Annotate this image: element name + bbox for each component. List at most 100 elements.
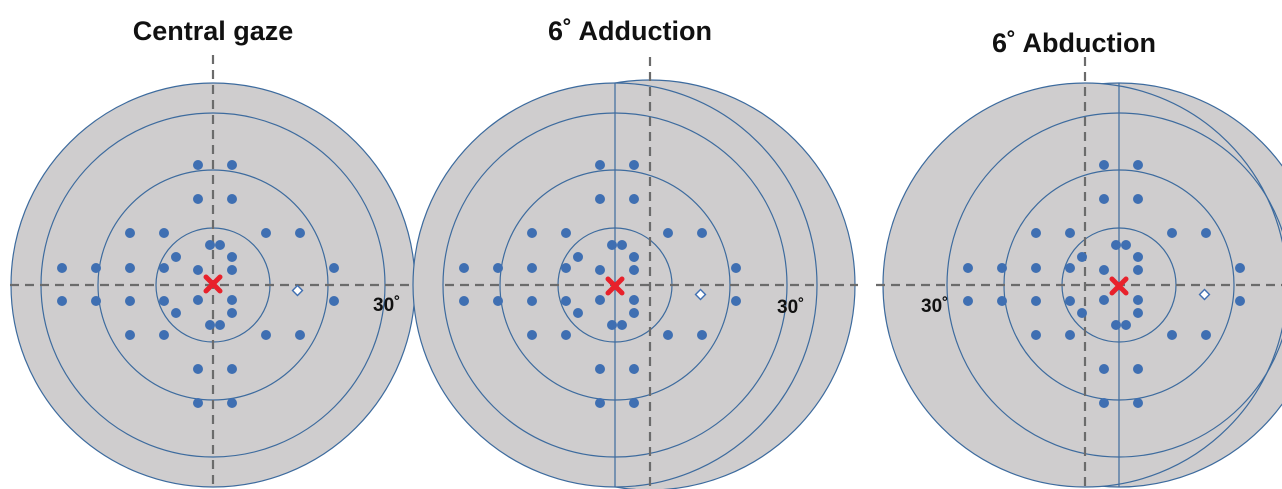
test-point — [57, 296, 67, 306]
test-point — [1031, 228, 1041, 238]
test-point — [1121, 240, 1131, 250]
test-point — [1099, 364, 1109, 374]
test-point — [493, 296, 503, 306]
test-point — [561, 330, 571, 340]
test-point — [595, 398, 605, 408]
test-point — [1235, 296, 1245, 306]
test-point — [561, 228, 571, 238]
fixation-icon — [203, 274, 223, 294]
test-point — [663, 228, 673, 238]
test-point — [731, 263, 741, 273]
test-point — [1121, 320, 1131, 330]
test-point — [629, 160, 639, 170]
test-points — [459, 160, 741, 408]
test-point — [159, 330, 169, 340]
test-point — [193, 194, 203, 204]
test-point — [1133, 364, 1143, 374]
panel-title: 6˚ Adduction — [548, 16, 712, 46]
test-point — [1077, 308, 1087, 318]
test-point — [205, 320, 215, 330]
eccentricity-label: 30˚ — [373, 295, 400, 316]
test-point — [527, 263, 537, 273]
test-points — [57, 160, 339, 408]
test-point — [1031, 330, 1041, 340]
test-point — [527, 296, 537, 306]
test-point — [205, 240, 215, 250]
test-point — [1077, 252, 1087, 262]
test-point — [125, 228, 135, 238]
test-point — [1099, 194, 1109, 204]
test-point — [227, 252, 237, 262]
test-points — [963, 160, 1245, 408]
test-point — [629, 194, 639, 204]
test-point — [607, 240, 617, 250]
test-point — [159, 228, 169, 238]
test-point — [1167, 330, 1177, 340]
test-point — [1133, 398, 1143, 408]
test-point — [1031, 263, 1041, 273]
eccentricity-label: 30˚ — [777, 297, 804, 318]
test-point — [295, 330, 305, 340]
test-point — [91, 296, 101, 306]
test-point — [459, 296, 469, 306]
blind-spot-marker — [1198, 288, 1211, 301]
test-point — [1133, 265, 1143, 275]
test-point — [227, 265, 237, 275]
panel-abduction: 6˚ Abduction 30˚ — [876, 28, 1282, 489]
test-point — [663, 330, 673, 340]
test-point — [1111, 320, 1121, 330]
test-point — [125, 296, 135, 306]
test-point — [595, 364, 605, 374]
test-point — [193, 295, 203, 305]
test-point — [1099, 265, 1109, 275]
test-point — [963, 263, 973, 273]
test-point — [159, 296, 169, 306]
panel-adduction: 6˚ Adduction 30˚ — [412, 16, 858, 489]
test-point — [227, 160, 237, 170]
test-point — [227, 364, 237, 374]
test-point — [1065, 330, 1075, 340]
test-point — [527, 228, 537, 238]
test-point — [629, 295, 639, 305]
eccentricity-label: 30˚ — [921, 296, 948, 317]
test-point — [295, 228, 305, 238]
panel-central-gaze: Central gaze 30˚ — [10, 16, 432, 489]
test-point — [227, 295, 237, 305]
test-point — [963, 296, 973, 306]
test-point — [193, 398, 203, 408]
panel-title: Central gaze — [133, 16, 294, 46]
blind-spot-marker — [291, 284, 304, 297]
test-point — [91, 263, 101, 273]
test-point — [159, 263, 169, 273]
test-point — [561, 296, 571, 306]
test-point — [227, 308, 237, 318]
test-point — [1065, 228, 1075, 238]
test-point — [1133, 194, 1143, 204]
fixation-icon — [605, 276, 625, 296]
test-point — [1133, 160, 1143, 170]
blind-spot-marker — [694, 288, 707, 301]
test-point — [329, 296, 339, 306]
test-point — [573, 252, 583, 262]
test-point — [595, 265, 605, 275]
test-point — [329, 263, 339, 273]
test-point — [1065, 263, 1075, 273]
test-point — [227, 194, 237, 204]
test-point — [697, 330, 707, 340]
test-point — [573, 308, 583, 318]
test-point — [1099, 160, 1109, 170]
fixation-icon — [1109, 276, 1129, 296]
test-point — [1133, 252, 1143, 262]
test-point — [617, 320, 627, 330]
test-point — [731, 296, 741, 306]
test-point — [193, 160, 203, 170]
test-point — [629, 398, 639, 408]
test-point — [1031, 296, 1041, 306]
test-point — [607, 320, 617, 330]
test-point — [629, 364, 639, 374]
test-point — [561, 263, 571, 273]
test-point — [261, 228, 271, 238]
test-point — [629, 265, 639, 275]
test-point — [125, 263, 135, 273]
